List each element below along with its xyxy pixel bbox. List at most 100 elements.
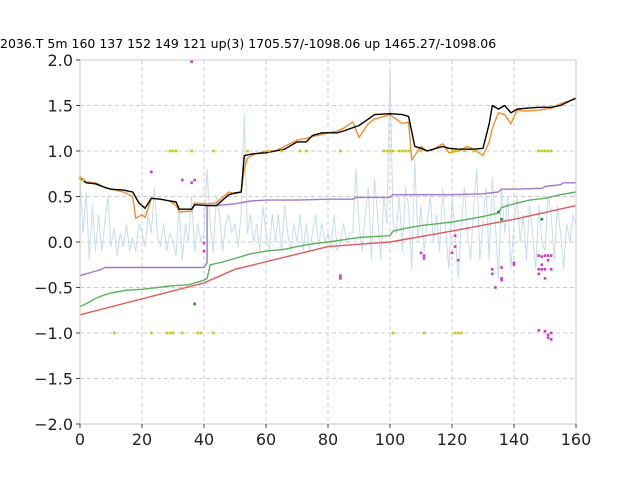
scatter-point-olive	[398, 149, 401, 153]
scatter-point-magenta	[540, 255, 544, 258]
scatter-point-olive	[298, 149, 302, 153]
scatter-point-darkgreen	[500, 217, 503, 221]
scatter-point-olive	[456, 149, 460, 153]
scatter-point-magenta	[181, 178, 184, 182]
scatter-point-olive	[537, 149, 541, 153]
scatter-point-magenta	[450, 251, 454, 255]
x-tick-label: 20	[132, 430, 152, 449]
series-line-lightblue	[79, 68, 577, 279]
scatter-point-magenta	[491, 268, 494, 271]
scatter-point-olive	[407, 149, 410, 153]
scatter-point-magenta	[546, 333, 550, 337]
scatter-point-olive	[540, 149, 544, 153]
scatter-point-olive	[456, 331, 460, 335]
y-tick-label: −1.0	[34, 324, 73, 343]
scatter-point-magenta	[549, 254, 553, 257]
scatter-point-magenta	[549, 338, 553, 341]
x-tick-label: 140	[499, 430, 530, 449]
scatter-point-magenta	[494, 286, 497, 289]
scatter-layer	[78, 60, 553, 341]
scatter-point-magenta	[422, 257, 426, 260]
x-tick-label: 100	[375, 430, 406, 449]
scatter-point-olive	[199, 331, 203, 335]
scatter-point-olive	[543, 149, 547, 153]
scatter-point-olive	[181, 331, 184, 335]
scatter-point-magenta	[537, 254, 541, 257]
scatter-point-magenta	[453, 234, 457, 237]
scatter-point-olive	[422, 331, 426, 335]
scatter-point-olive	[168, 149, 172, 153]
scatter-point-olive	[401, 149, 404, 153]
scatter-point-magenta	[546, 336, 550, 339]
scatter-point-olive	[391, 331, 395, 335]
x-tick-label: 0	[75, 430, 85, 449]
scatter-point-olive	[212, 149, 215, 153]
scatter-point-olive	[168, 331, 172, 335]
scatter-point-magenta	[546, 254, 550, 257]
scatter-point-olive	[246, 149, 249, 153]
scatter-point-magenta	[543, 254, 547, 257]
x-tick-label: 160	[561, 430, 592, 449]
scatter-point-magenta	[453, 245, 457, 248]
scatter-point-olive	[450, 149, 454, 153]
scatter-point-olive	[463, 149, 466, 153]
y-tick-label: 0.0	[48, 233, 73, 252]
y-tick-label: −0.5	[34, 279, 73, 298]
scatter-point-olive	[453, 331, 457, 335]
scatter-point-olive	[150, 331, 153, 335]
scatter-point-olive	[472, 149, 475, 153]
scatter-point-olive	[385, 149, 389, 153]
scatter-point-magenta	[543, 268, 547, 271]
scatter-point-olive	[190, 149, 193, 153]
y-tick-label: 1.5	[48, 97, 73, 116]
scatter-point-magenta	[190, 60, 193, 64]
scatter-point-magenta	[491, 272, 494, 276]
scatter-point-magenta	[537, 272, 541, 276]
scatter-point-olive	[404, 149, 407, 153]
scatter-point-olive	[453, 149, 457, 153]
scatter-point-magenta	[150, 170, 153, 174]
scatter-point-olive	[171, 149, 175, 153]
scatter-point-magenta	[543, 329, 547, 333]
scatter-point-olive	[460, 331, 463, 335]
y-axis-ticks: −2.0 −1.5 −1.0 −0.5 0.0 0.5 1.0 1.5 2.0	[34, 51, 80, 434]
scatter-point-magenta	[202, 249, 206, 253]
scatter-point-olive	[112, 331, 116, 335]
scatter-point-darkgreen	[540, 217, 544, 221]
scatter-point-magenta	[540, 263, 544, 266]
x-axis-ticks: 0 20 40 60 80 100 120 140 160	[75, 424, 591, 449]
scatter-point-magenta	[543, 277, 547, 280]
scatter-point-magenta	[537, 329, 541, 332]
x-tick-label: 60	[256, 430, 276, 449]
scatter-point-olive	[382, 149, 386, 153]
x-tick-label: 80	[318, 430, 338, 449]
scatter-point-olive	[339, 149, 342, 153]
scatter-point-magenta	[202, 241, 206, 245]
scatter-point-magenta	[422, 254, 426, 257]
scatter-point-darkgreen	[193, 302, 196, 306]
scatter-point-magenta	[190, 181, 193, 185]
scatter-point-magenta	[546, 258, 550, 262]
scatter-point-magenta	[512, 261, 516, 265]
series-line-green	[79, 191, 577, 308]
scatter-point-magenta	[500, 278, 503, 282]
scatter-point-magenta	[456, 258, 460, 262]
scatter-point-olive	[212, 331, 215, 335]
y-tick-label: −1.5	[34, 370, 73, 389]
scatter-point-olive	[267, 149, 271, 153]
scatter-point-darkgreen	[497, 210, 500, 214]
scatter-point-magenta	[339, 277, 342, 280]
scatter-point-magenta	[500, 266, 503, 269]
scatter-point-olive	[546, 149, 550, 153]
series-layer	[79, 68, 577, 316]
scatter-point-olive	[419, 149, 423, 153]
scatter-point-olive	[391, 149, 395, 153]
scatter-point-magenta	[512, 263, 516, 266]
scatter-point-olive	[280, 149, 283, 153]
scatter-point-olive	[165, 331, 169, 335]
series-line-red	[79, 204, 577, 316]
scatter-point-olive	[196, 331, 200, 335]
scatter-point-olive	[171, 331, 175, 335]
scatter-point-magenta	[549, 331, 553, 335]
